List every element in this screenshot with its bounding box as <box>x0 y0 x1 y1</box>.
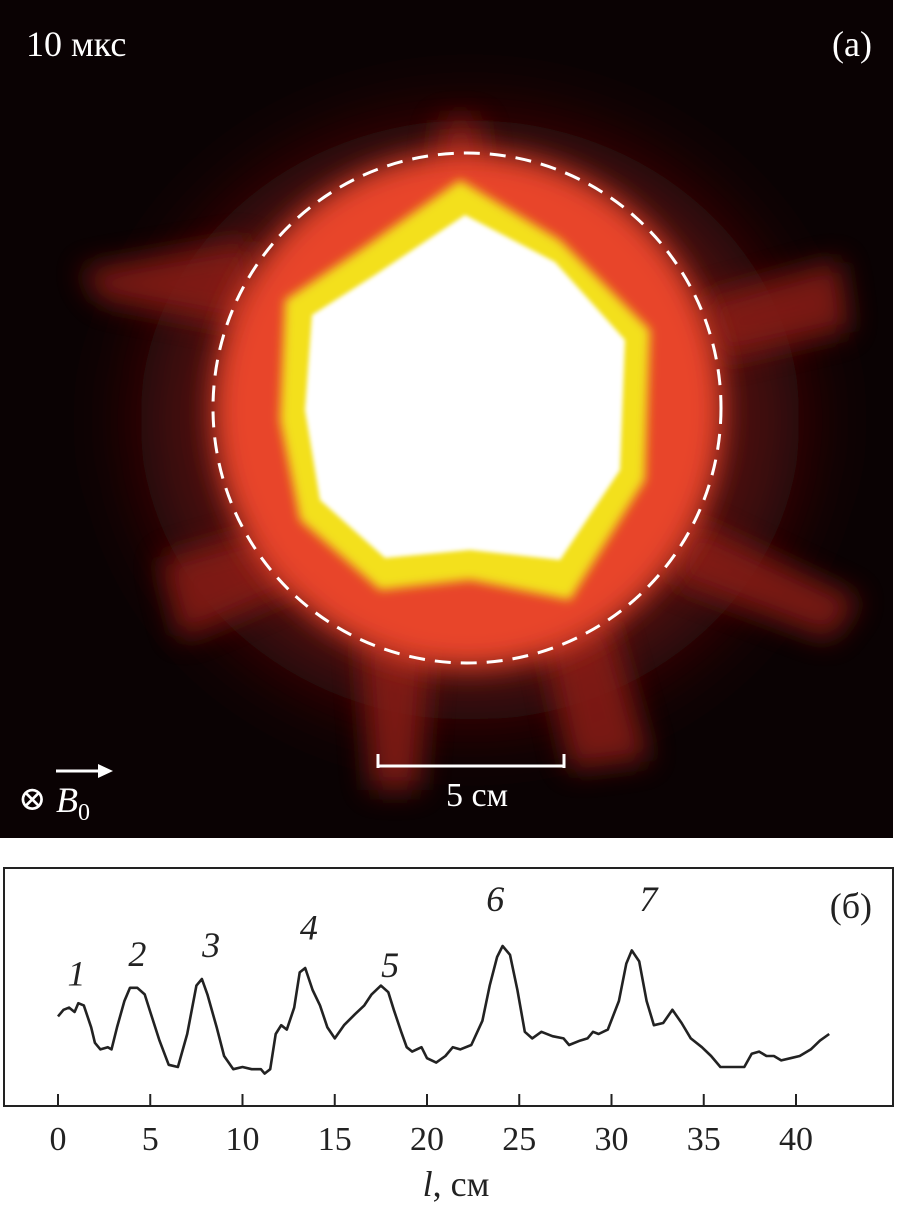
intensity-profile-line <box>57 944 830 1075</box>
time-label: 10 мкс <box>26 24 126 64</box>
field-into-page-icon: ⊗ <box>18 781 47 818</box>
profile-chart: 0 5 10 15 20 25 30 35 40 1 2 3 4 5 6 7 (б) l, см <box>3 867 894 1204</box>
x-tick-label: 10 <box>226 1121 260 1158</box>
peak-label: 3 <box>201 925 220 965</box>
plasma-image-panel: 5 см 10 мкс (a) ⊗ B0 <box>0 0 893 838</box>
field-arrow-icon <box>56 764 113 778</box>
white-core <box>305 215 625 560</box>
x-tick-label: 5 <box>142 1121 159 1158</box>
panel-b-label: (б) <box>830 886 872 926</box>
peak-labels: 1 2 3 4 5 6 7 <box>67 879 659 994</box>
peak-label: 1 <box>67 954 85 994</box>
x-tick-label: 40 <box>779 1121 813 1158</box>
x-axis-label: l, см <box>423 1164 490 1204</box>
peak-label: 2 <box>128 934 146 974</box>
peak-label: 6 <box>486 879 504 919</box>
x-tick-label: 35 <box>687 1121 721 1158</box>
dashed-circle <box>211 151 723 665</box>
x-axis: 0 5 10 15 20 25 30 35 40 <box>50 1094 813 1158</box>
panel-a-label: (a) <box>832 24 872 64</box>
plot-frame <box>3 867 894 1107</box>
field-label: B0 <box>56 780 90 826</box>
scale-label: 5 см <box>446 777 508 814</box>
scale-bar <box>376 754 566 768</box>
plasma-image: 5 см 10 мкс (a) ⊗ B0 <box>18 24 872 826</box>
x-tick-label: 0 <box>50 1121 67 1158</box>
x-tick-label: 15 <box>318 1121 352 1158</box>
profile-chart-panel: 0 5 10 15 20 25 30 35 40 1 2 3 4 5 6 7 (б) l, см <box>0 838 899 1210</box>
x-tick-label: 25 <box>502 1121 536 1158</box>
peak-label: 7 <box>639 879 659 919</box>
peak-label: 5 <box>381 945 399 985</box>
x-tick-label: 30 <box>595 1121 629 1158</box>
x-tick-label: 20 <box>410 1121 444 1158</box>
peak-label: 4 <box>300 907 318 947</box>
